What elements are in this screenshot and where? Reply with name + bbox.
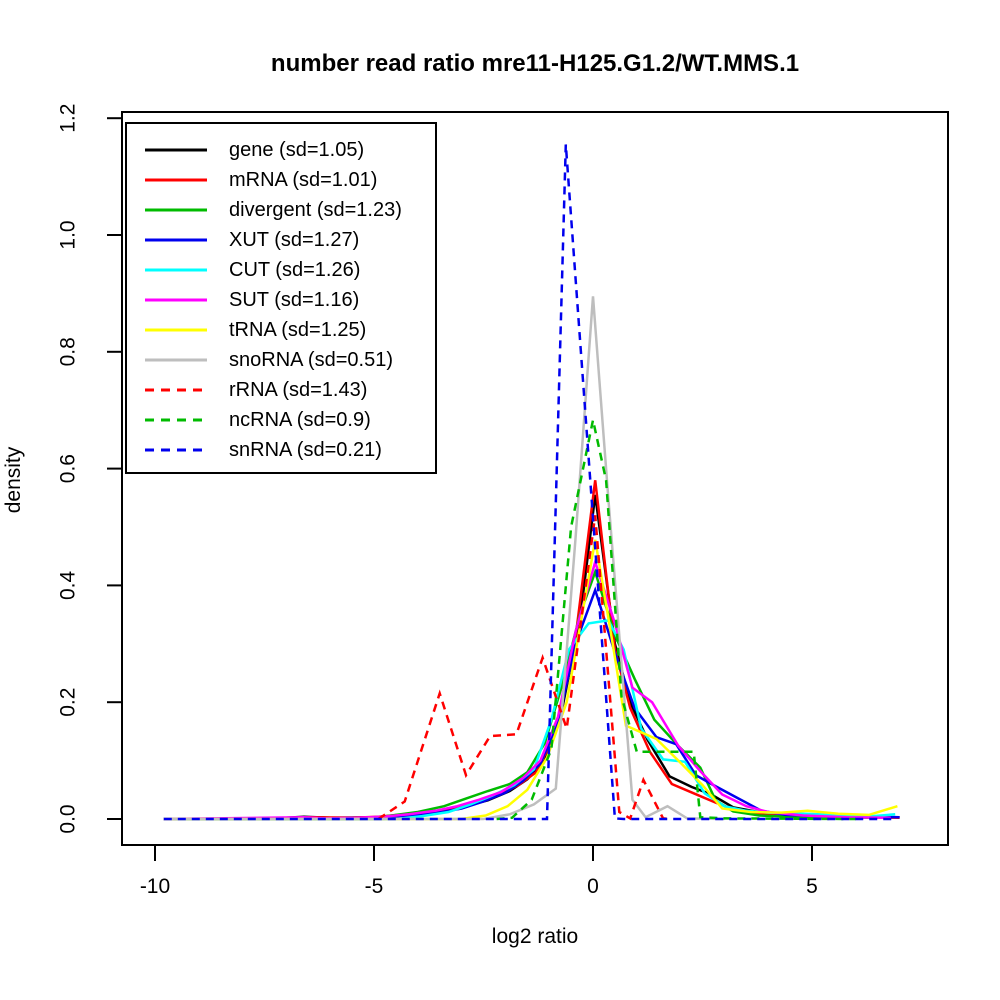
legend-line-sample-ncRNA [145, 418, 207, 422]
legend-item-rRNA: rRNA (sd=1.43) [127, 375, 435, 405]
legend-line-sample-CUT [145, 268, 207, 272]
legend-line-sample-snRNA [145, 448, 207, 452]
x-tick-label: 0 [587, 875, 599, 898]
series-line-rRNA [377, 515, 670, 821]
series-line-snoRNA [163, 296, 725, 821]
y-tick-label: 0.0 [57, 804, 80, 833]
legend-line-sample-XUT [145, 238, 207, 242]
y-tick-label: 1.0 [57, 220, 80, 249]
legend-line-sample-tRNA [145, 328, 207, 332]
y-tick-label: 1.2 [57, 104, 80, 133]
legend-item-snoRNA: snoRNA (sd=0.51) [127, 345, 435, 375]
legend-item-tRNA: tRNA (sd=1.25) [127, 315, 435, 345]
legend-label: mRNA (sd=1.01) [229, 168, 378, 191]
legend-label: XUT (sd=1.27) [229, 228, 360, 251]
legend-item-XUT: XUT (sd=1.27) [127, 225, 435, 255]
legend-label: ncRNA (sd=0.9) [229, 408, 371, 431]
legend-item-ncRNA: ncRNA (sd=0.9) [127, 405, 435, 435]
legend-item-divergent: divergent (sd=1.23) [127, 195, 435, 225]
y-tick-label: 0.4 [57, 570, 80, 600]
legend-item-mRNA: mRNA (sd=1.01) [127, 165, 435, 195]
legend-item-gene: gene (sd=1.05) [127, 135, 435, 165]
legend-label: CUT (sd=1.26) [229, 258, 361, 281]
legend-line-sample-mRNA [145, 178, 207, 182]
legend-item-SUT: SUT (sd=1.16) [127, 285, 435, 315]
x-tick-label: -10 [140, 875, 170, 898]
legend-label: gene (sd=1.05) [229, 138, 365, 161]
legend-item-CUT: CUT (sd=1.26) [127, 255, 435, 285]
legend: gene (sd=1.05) mRNA (sd=1.01) divergent (s… [125, 122, 437, 474]
y-tick-label: 0.2 [57, 688, 80, 717]
legend-label: snRNA (sd=0.21) [229, 438, 382, 461]
legend-line-sample-divergent [145, 208, 207, 212]
plot-box [121, 111, 949, 846]
series-line-ncRNA [496, 419, 856, 821]
legend-label: SUT (sd=1.16) [229, 288, 360, 311]
legend-line-sample-rRNA [145, 388, 207, 392]
legend-line-sample-SUT [145, 298, 207, 302]
legend-label: snoRNA (sd=0.51) [229, 348, 393, 371]
legend-line-sample-gene [145, 148, 207, 152]
legend-line-sample-snoRNA [145, 358, 207, 362]
legend-label: divergent (sd=1.23) [229, 198, 402, 221]
x-tick-label: -5 [365, 875, 384, 898]
legend-label: tRNA (sd=1.25) [229, 318, 367, 341]
x-axis-label: log2 ratio [491, 925, 579, 948]
series-line-SUT [163, 557, 891, 821]
x-tick-label: 5 [806, 875, 818, 898]
legend-label: rRNA (sd=1.43) [229, 378, 368, 401]
y-tick-label: 0.6 [57, 454, 80, 483]
chart-title: number read ratio mre11-H125.G1.2/WT.MMS… [270, 50, 800, 77]
y-tick-label: 0.8 [57, 337, 80, 366]
legend-item-snRNA: snRNA (sd=0.21) [127, 435, 435, 465]
series-line-CUT [163, 619, 896, 821]
y-axis-label: density [2, 446, 25, 514]
